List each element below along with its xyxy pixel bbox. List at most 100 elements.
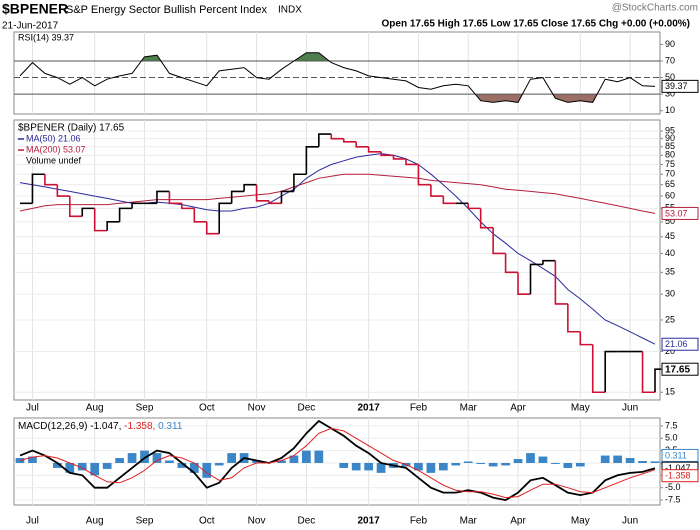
index-name: S&P Energy Sector Bullish Percent Index	[66, 4, 267, 16]
price-step	[542, 259, 556, 265]
value-tag	[661, 337, 699, 351]
histogram-bar	[52, 462, 62, 468]
y-tick-label: 5.0	[665, 433, 678, 443]
histogram-bar	[302, 450, 311, 463]
macd-line	[19, 427, 656, 499]
histogram-bar	[650, 461, 660, 463]
price-step	[641, 351, 655, 394]
credit: @StockCharts.com	[612, 3, 698, 14]
price-step	[93, 208, 108, 232]
price-step	[280, 190, 294, 204]
value-tag-label: 17.65	[665, 364, 690, 375]
x-tick-label: Sep	[136, 403, 154, 414]
x-tick-label: Jul	[26, 516, 39, 527]
x-tick-label: Dec	[297, 403, 315, 414]
y-tick-label: 45	[665, 231, 675, 241]
histogram-bar	[600, 455, 610, 463]
price-step	[529, 263, 543, 295]
legend-label: MA(50) 21.06	[26, 133, 81, 143]
histogram-bar	[451, 462, 461, 466]
price-step	[367, 146, 382, 153]
exchange: INDX	[278, 5, 302, 16]
price-step	[604, 350, 618, 393]
price-step	[579, 331, 593, 346]
x-tick-label: Aug	[86, 403, 104, 414]
legend-label: Volume undef	[26, 155, 82, 165]
histogram-bar	[351, 462, 361, 471]
histogram-bar	[214, 462, 224, 466]
price-step	[554, 260, 568, 305]
legend-label: RSI(14) 39.37	[18, 32, 74, 42]
histogram-bar	[252, 460, 261, 463]
x-tick-label: Apr	[510, 516, 526, 527]
value-tag	[661, 362, 699, 376]
price-step	[330, 134, 344, 140]
histogram-bar	[165, 460, 174, 463]
y-tick-label: 35	[665, 267, 675, 277]
x-tick-label: Oct	[199, 403, 215, 414]
y-tick-label: 30	[665, 88, 675, 98]
histogram-bar	[314, 450, 324, 463]
x-tick-label: Aug	[86, 516, 104, 527]
price-step	[168, 191, 182, 205]
histogram-bar	[339, 462, 349, 468]
x-tick-label: 2017	[358, 403, 381, 414]
y-tick-label: 50	[665, 216, 675, 226]
histogram-bar	[513, 459, 523, 463]
histogram-bar	[177, 462, 187, 468]
price-step	[218, 202, 232, 234]
x-tick-label: Nov	[248, 403, 266, 414]
price-step	[380, 151, 394, 157]
histogram-bar	[277, 460, 286, 463]
x-tick-label: Feb	[410, 516, 428, 527]
y-tick-label: 40	[665, 248, 675, 258]
y-tick-label: 95	[665, 125, 675, 135]
price-step	[504, 253, 519, 274]
price-step	[69, 196, 83, 218]
price-step	[44, 174, 58, 186]
price-step	[81, 207, 95, 217]
x-tick-label: Dec	[297, 516, 315, 527]
price-step	[355, 141, 369, 148]
price-step	[467, 203, 481, 210]
histogram-bar	[189, 462, 199, 473]
legend-label: MACD(12,26,9) -1.047,	[18, 421, 121, 432]
histogram-bar	[115, 458, 124, 463]
price-step	[567, 303, 581, 333]
histogram-bar	[575, 462, 585, 467]
histogram-bar	[227, 453, 237, 463]
histogram-bar	[414, 462, 423, 471]
histogram-bar	[501, 462, 510, 466]
x-tick-label: Jul	[26, 403, 39, 414]
histogram-bar	[625, 458, 635, 463]
histogram-bar	[538, 456, 548, 463]
x-tick-label: Jun	[622, 403, 638, 414]
price-step	[517, 272, 531, 295]
price-step	[492, 227, 506, 255]
y-tick-label: 70	[665, 55, 675, 65]
value-tag-label: -1.358	[665, 471, 691, 481]
quote: Open 17.65 High 17.65 Low 17.65 Close 17…	[382, 19, 690, 30]
rsi-line	[19, 52, 656, 103]
price-step	[318, 133, 332, 147]
histogram-bar	[488, 462, 498, 467]
histogram-bar	[90, 462, 100, 476]
histogram-bar	[476, 462, 486, 464]
price-step	[293, 173, 307, 192]
price-step	[430, 184, 444, 197]
value-tag	[661, 79, 699, 93]
x-tick-label: May	[571, 516, 590, 527]
histogram-bar	[463, 461, 473, 463]
price-step	[442, 196, 456, 205]
y-tick-label: 65	[665, 179, 675, 189]
value-tag	[661, 206, 699, 220]
price-step	[56, 184, 70, 197]
y-tick-label: 90	[665, 133, 675, 143]
price-step	[405, 158, 419, 166]
legend-label: $BPENER (Daily) 17.65	[18, 123, 125, 134]
histogram-bar	[152, 453, 162, 463]
histogram-bar	[613, 455, 623, 463]
histogram-bar	[364, 462, 373, 471]
value-tag-label: 21.06	[665, 339, 688, 349]
x-tick-label: Feb	[410, 403, 428, 414]
